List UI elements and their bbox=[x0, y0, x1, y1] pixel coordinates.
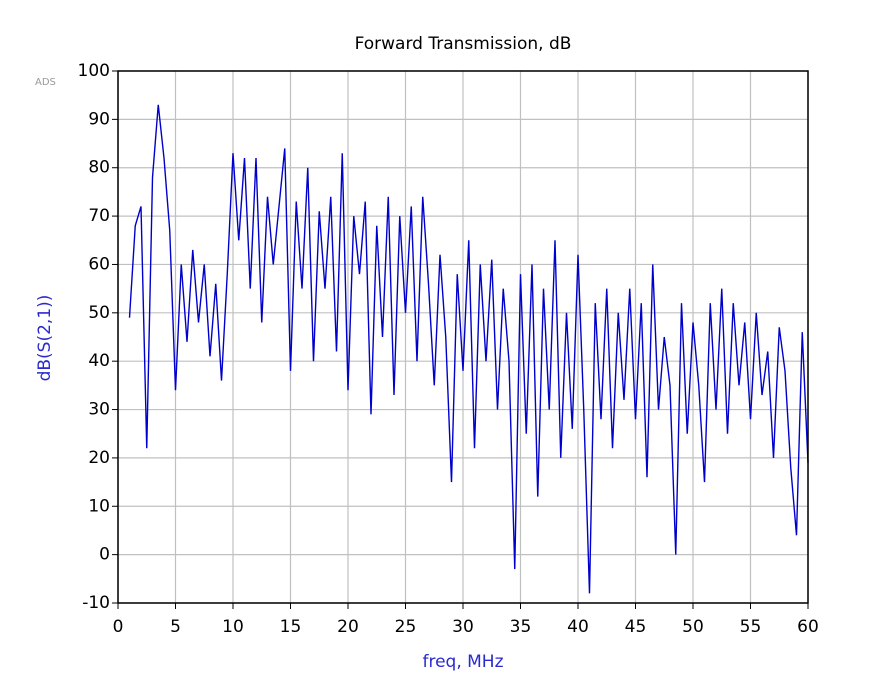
y-axis-label: dB(S(2,1)) bbox=[35, 295, 55, 382]
x-tick-label: 50 bbox=[682, 617, 704, 637]
grid bbox=[117, 70, 809, 604]
chart-title: Forward Transmission, dB bbox=[355, 34, 572, 54]
y-tick-label: 30 bbox=[88, 400, 110, 420]
x-tick-label: 60 bbox=[797, 617, 819, 637]
x-tick-label: 25 bbox=[395, 617, 417, 637]
x-tick-label: 40 bbox=[567, 617, 589, 637]
x-axis-label: freq, MHz bbox=[422, 652, 503, 672]
x-tick-label: 10 bbox=[222, 617, 244, 637]
y-tick-label: 50 bbox=[88, 303, 110, 323]
y-tick-label: 100 bbox=[78, 61, 110, 81]
y-tick-label: 80 bbox=[88, 158, 110, 178]
x-tick-label: 45 bbox=[625, 617, 647, 637]
y-tick-label: 40 bbox=[88, 351, 110, 371]
plot bbox=[128, 104, 809, 594]
y-tick-label: 0 bbox=[99, 545, 110, 565]
x-tick-label: 15 bbox=[280, 617, 302, 637]
y-tick-label: -10 bbox=[82, 593, 110, 613]
x-tick-label: 20 bbox=[337, 617, 359, 637]
y-tick-label: 20 bbox=[88, 448, 110, 468]
x-tick-label: 0 bbox=[113, 617, 124, 637]
y-tick-label: 70 bbox=[88, 206, 110, 226]
y-tick-label: 90 bbox=[88, 109, 110, 129]
watermark: ADS bbox=[35, 77, 56, 88]
y-tick-label: 10 bbox=[88, 496, 110, 516]
data-line bbox=[128, 104, 809, 594]
x-tick-label: 35 bbox=[510, 617, 532, 637]
x-tick-label: 5 bbox=[170, 617, 181, 637]
x-tick-label: 30 bbox=[452, 617, 474, 637]
y-tick-label: 60 bbox=[88, 254, 110, 274]
x-tick-label: 55 bbox=[740, 617, 762, 637]
